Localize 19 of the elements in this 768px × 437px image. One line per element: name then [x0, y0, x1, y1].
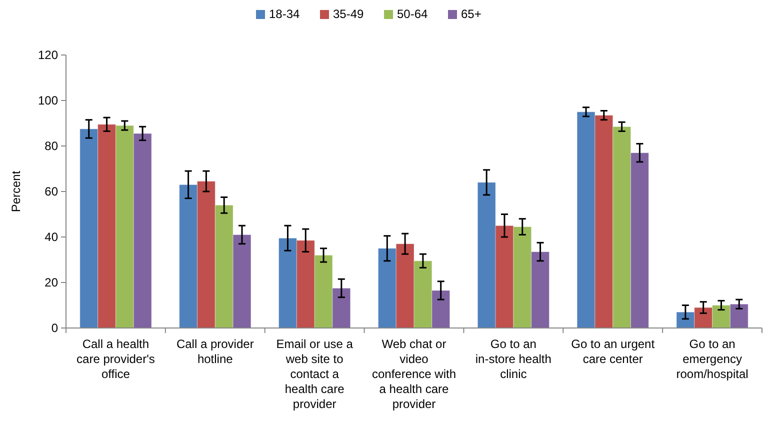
y-axis-title: Percent	[9, 170, 23, 212]
x-tick-label: Call a health care provider's office	[76, 337, 155, 381]
x-tick-label: Web chat or video conference with a health care provider	[372, 337, 456, 411]
legend-label: 50-64	[397, 7, 428, 21]
y-tick-label: 80	[44, 139, 58, 154]
y-tick-label: 100	[38, 94, 58, 108]
y-tick-label: 0	[51, 321, 58, 336]
y-tick-label: 40	[44, 230, 58, 244]
y-tick-label: 20	[44, 276, 58, 290]
y-tick-label: 60	[44, 184, 58, 199]
legend-label: 65+	[461, 7, 482, 21]
x-tick-label: Go to an urgent care center	[571, 337, 656, 366]
x-tick-label: Go to an emergency room/hospital	[676, 337, 748, 381]
legend-label: 35-49	[333, 7, 364, 21]
y-tick-label: 120	[38, 48, 58, 62]
legend-label: 18-34	[269, 7, 300, 21]
x-tick-label: Call a provider hotline	[176, 337, 254, 366]
x-tick-label: Go to an in-store health clinic	[475, 337, 552, 381]
x-tick-label: Email or use a web site to contact a health care provider	[276, 337, 354, 411]
